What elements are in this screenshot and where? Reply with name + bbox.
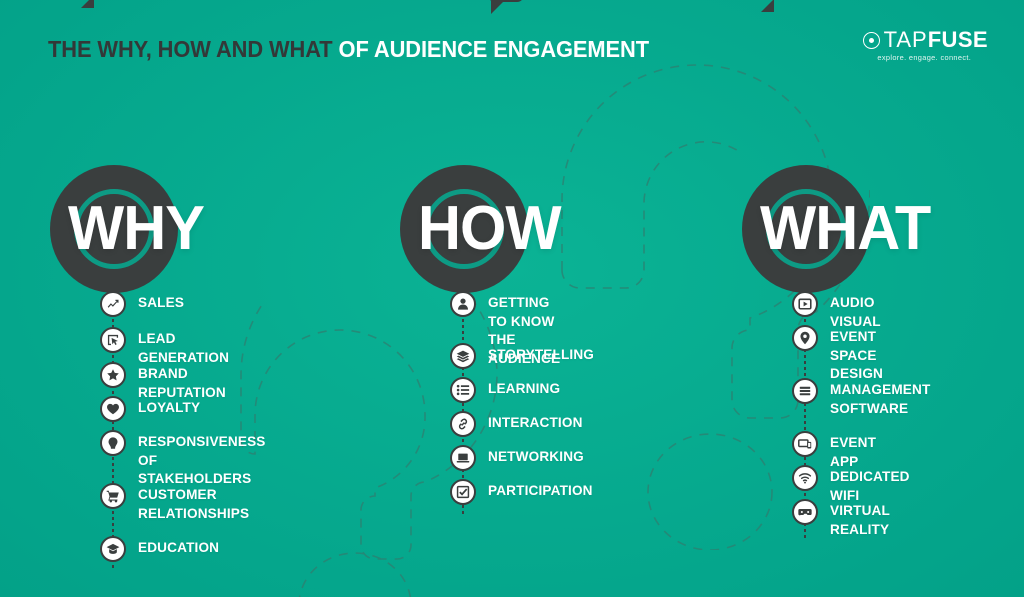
list-item[interactable]: INTERACTION: [450, 411, 583, 437]
video-player-icon: [792, 291, 818, 317]
menu-lines-icon: [792, 378, 818, 404]
list-icon: [450, 377, 476, 403]
page-title-dark: THE WHY, HOW AND WHAT: [48, 36, 333, 62]
badge-how-word: HOW: [418, 194, 562, 263]
badge-ring-inner: [74, 189, 154, 269]
layers-icon: [450, 343, 476, 369]
list-item-label: LOYALTY: [138, 400, 201, 415]
list-item[interactable]: CUSTOMER RELATIONSHIPS: [100, 483, 249, 523]
list-item[interactable]: RESPONSIVENESS OF STAKEHOLDERS: [100, 430, 266, 489]
list-item-label: EVENT SPACE DESIGN: [830, 329, 884, 381]
list-item-label: LEAD GENERATION: [138, 331, 230, 365]
link-icon: [450, 411, 476, 437]
target-icon: [862, 31, 880, 49]
brand-logo-tap: TAP: [883, 27, 928, 52]
checkbox-icon: [450, 479, 476, 505]
list-item-label: PARTICIPATION: [488, 483, 593, 498]
speech-bubble-how-3: ?: [488, 0, 524, 14]
list-item-label: AUDIO VISUAL: [830, 295, 881, 329]
list-item[interactable]: SALES: [100, 291, 184, 317]
cursor-click-icon: [100, 327, 126, 353]
page-header: THE WHY, HOW AND WHAT OF AUDIENCE ENGAGE…: [48, 31, 988, 67]
list-item-label: EVENT APP: [830, 435, 877, 469]
list-item-label: RESPONSIVENESS OF STAKEHOLDERS: [138, 434, 266, 486]
list-item[interactable]: DEDICATED WIFI: [792, 465, 910, 505]
page-title-light: OF AUDIENCE ENGAGEMENT: [332, 36, 650, 62]
list-item-label: LEARNING: [488, 381, 561, 396]
brand-logo-wordmark: TAP FUSE: [862, 27, 988, 52]
growth-chart-icon: [100, 291, 126, 317]
star-icon: [100, 362, 126, 388]
hand-icon: [100, 430, 126, 456]
list-item-label: MANAGEMENT SOFTWARE: [830, 382, 931, 416]
person-icon: [450, 291, 476, 317]
brand-logo[interactable]: TAP FUSE explore. engage. connect.: [862, 27, 988, 62]
badge-why-word: WHY: [68, 194, 205, 263]
list-item-label: BRAND REPUTATION: [138, 366, 226, 400]
list-item[interactable]: MANAGEMENT SOFTWARE: [792, 378, 930, 418]
devices-icon: [792, 431, 818, 457]
list-item[interactable]: AUDIO VISUAL: [792, 291, 881, 331]
brand-tagline: explore. engage. connect.: [877, 53, 972, 62]
list-item-label: STORYTELLING: [488, 347, 595, 362]
badge-what-word: WHAT: [760, 194, 931, 263]
list-item-label: DEDICATED WIFI: [830, 469, 910, 503]
badge-ring-inner: [766, 189, 846, 269]
list-item-label: SALES: [138, 295, 185, 310]
vr-goggles-icon: [792, 499, 818, 525]
laptop-icon: [450, 445, 476, 471]
list-item[interactable]: LEAD GENERATION: [100, 327, 229, 367]
list-item-label: EDUCATION: [138, 540, 220, 555]
connector-line-what: [804, 283, 806, 541]
wifi-icon: [792, 465, 818, 491]
list-item[interactable]: EDUCATION: [100, 536, 219, 562]
shopping-cart-icon: [100, 483, 126, 509]
list-item[interactable]: NETWORKING: [450, 445, 584, 471]
badge-ring-inner: [424, 189, 504, 269]
list-item[interactable]: EVENT APP: [792, 431, 876, 471]
list-item[interactable]: LOYALTY: [100, 396, 200, 422]
connector-line-why: [112, 283, 114, 568]
heart-icon: [100, 396, 126, 422]
location-pin-icon: [792, 325, 818, 351]
list-item[interactable]: GETTING TO KNOW THE AUDIENCE: [450, 291, 560, 368]
list-item-label: CUSTOMER RELATIONSHIPS: [138, 487, 250, 521]
page-title: THE WHY, HOW AND WHAT OF AUDIENCE ENGAGE…: [48, 31, 922, 67]
graduation-cap-icon: [100, 536, 126, 562]
list-item[interactable]: BRAND REPUTATION: [100, 362, 226, 402]
list-item[interactable]: LEARNING: [450, 377, 560, 403]
brand-logo-fuse: FUSE: [927, 27, 988, 52]
list-item-label: GETTING TO KNOW THE AUDIENCE: [488, 295, 561, 366]
list-item-label: NETWORKING: [488, 449, 584, 464]
list-item[interactable]: STORYTELLING: [450, 343, 594, 369]
list-item[interactable]: VIRTUAL REALITY: [792, 499, 890, 539]
list-item-label: VIRTUAL REALITY: [830, 503, 890, 537]
list-item[interactable]: EVENT SPACE DESIGN: [792, 325, 883, 384]
list-item-label: INTERACTION: [488, 415, 583, 430]
list-item[interactable]: PARTICIPATION: [450, 479, 593, 505]
